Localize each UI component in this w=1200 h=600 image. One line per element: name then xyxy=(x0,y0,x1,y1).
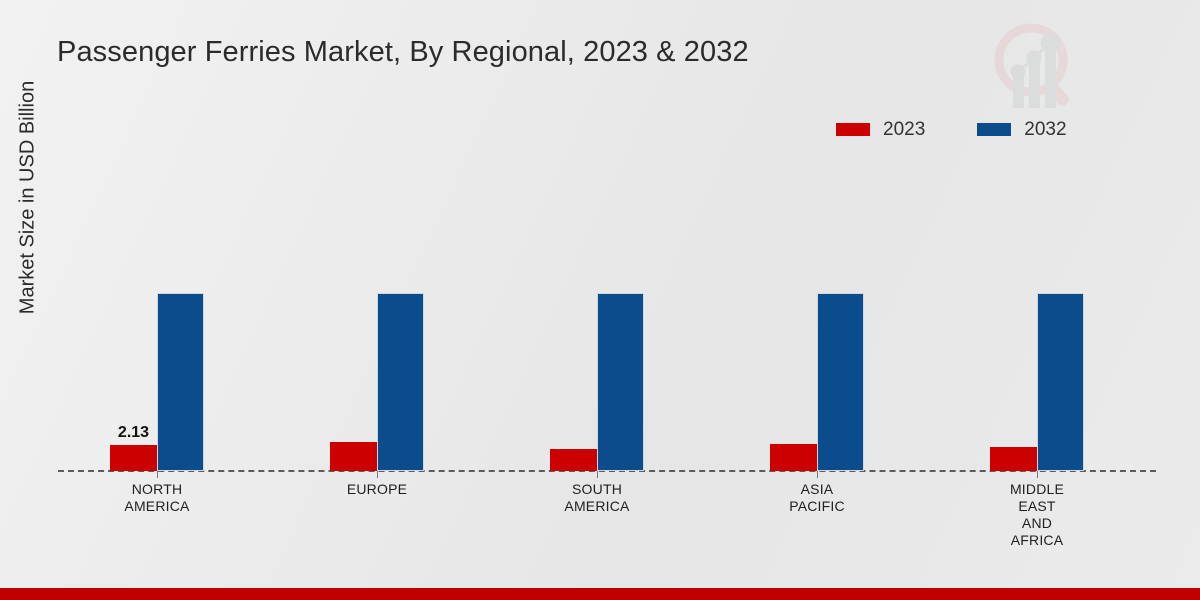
chart-legend: 2023 2032 xyxy=(836,120,1067,139)
bar-2032-asia-pacific[interactable] xyxy=(817,293,864,471)
x-tick-north-america xyxy=(157,471,158,478)
bar-2023-europe[interactable] xyxy=(330,442,377,471)
x-label-line: NORTH xyxy=(131,481,183,497)
bar-2032-middle-east-and-africa[interactable] xyxy=(1037,293,1084,471)
x-label-europe: EUROPE xyxy=(302,481,452,498)
bar-group-middle-east-and-africa xyxy=(990,180,1084,471)
footer-accent-bar xyxy=(0,588,1200,600)
x-label-line: AND xyxy=(1021,515,1053,531)
x-label-line: AMERICA xyxy=(124,498,190,514)
x-label-line: AFRICA xyxy=(1010,532,1064,548)
bar-value-2023-north-america: 2.13 xyxy=(117,424,150,441)
plot-area: 2.13 NORTH AMERICA EUROPE xyxy=(58,180,1156,548)
legend-swatch-2023 xyxy=(836,123,870,136)
legend-swatch-2032 xyxy=(977,123,1012,136)
x-axis-baseline xyxy=(58,470,1156,472)
market-research-magnifier-logo-icon xyxy=(985,18,1085,114)
legend-item-2032[interactable]: 2032 xyxy=(977,119,1067,140)
bar-2032-north-america[interactable] xyxy=(157,293,204,471)
x-tick-europe xyxy=(377,471,378,478)
bar-group-asia-pacific xyxy=(770,180,864,471)
x-label-north-america: NORTH AMERICA xyxy=(82,481,232,515)
bar-2032-europe[interactable] xyxy=(377,293,424,471)
x-label-asia-pacific: ASIA PACIFIC xyxy=(742,481,892,515)
chart-title: Passenger Ferries Market, By Regional, 2… xyxy=(57,36,749,68)
bar-group-south-america xyxy=(550,180,644,471)
x-label-middle-east-and-africa: MIDDLE EAST AND AFRICA xyxy=(962,481,1112,549)
bar-2032-south-america[interactable] xyxy=(597,293,644,471)
x-label-line: EAST xyxy=(1018,498,1056,514)
x-label-line: AMERICA xyxy=(564,498,630,514)
bar-2023-south-america[interactable] xyxy=(550,449,597,471)
x-tick-middle-east-and-africa xyxy=(1037,471,1038,478)
x-label-line: SOUTH xyxy=(572,481,622,497)
bar-group-north-america: 2.13 xyxy=(110,180,204,471)
bar-2023-middle-east-and-africa[interactable] xyxy=(990,447,1037,471)
x-tick-south-america xyxy=(597,471,598,478)
x-label-line: MIDDLE xyxy=(1009,481,1065,497)
legend-item-2023[interactable]: 2023 xyxy=(836,120,925,139)
legend-label-2032: 2032 xyxy=(1024,119,1067,140)
x-label-line: ASIA xyxy=(800,481,834,497)
x-label-south-america: SOUTH AMERICA xyxy=(522,481,672,515)
x-label-line: PACIFIC xyxy=(789,498,845,514)
bar-group-europe xyxy=(330,180,424,471)
bar-2023-north-america[interactable]: 2.13 xyxy=(110,424,157,471)
y-axis-title: Market Size in USD Billion xyxy=(16,80,39,315)
x-tick-asia-pacific xyxy=(817,471,818,478)
bar-2023-asia-pacific[interactable] xyxy=(770,444,817,471)
legend-label-2023: 2023 xyxy=(883,119,926,140)
x-label-line: EUROPE xyxy=(346,481,408,497)
